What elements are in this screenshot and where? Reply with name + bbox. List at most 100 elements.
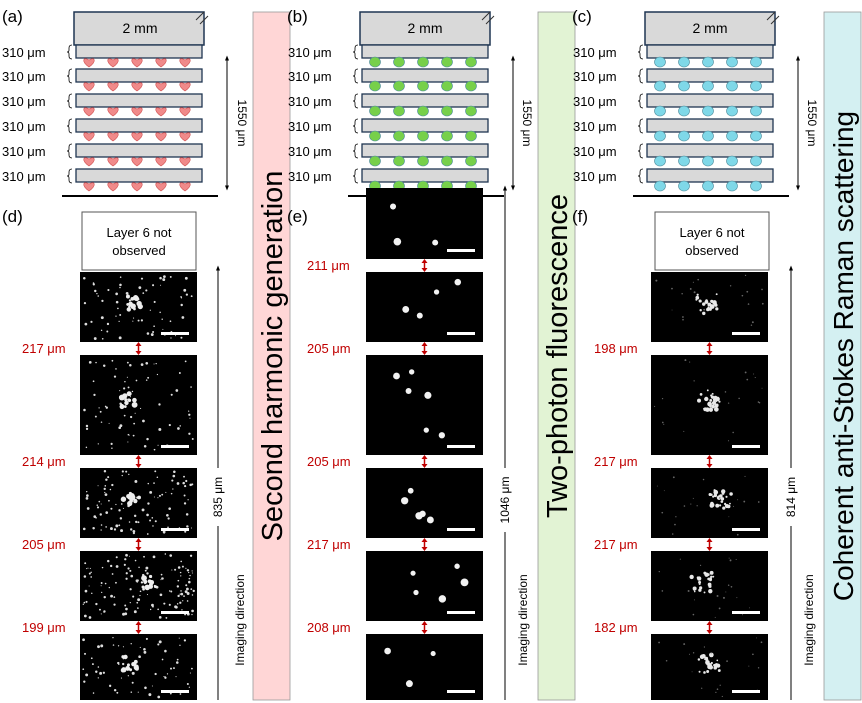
speckle (115, 565, 119, 568)
thickness-label: 310 μm (573, 144, 617, 159)
microscopy-image (366, 272, 483, 342)
speckle (140, 363, 144, 366)
brace (637, 118, 644, 134)
speckle (119, 424, 123, 428)
speckle (92, 282, 95, 284)
cell-marker-heart (83, 182, 95, 192)
scale-bar (732, 332, 760, 335)
distance-arrowhead (421, 547, 428, 551)
speckle (111, 573, 114, 575)
scale-bar (732, 690, 760, 693)
missing-layer-text: observed (112, 243, 165, 258)
scale-bar (447, 611, 475, 614)
speckle (131, 671, 135, 675)
speckle (132, 595, 135, 598)
thickness-label: 310 μm (2, 169, 46, 184)
cell-marker-dot (726, 80, 738, 92)
cell-marker-heart (131, 107, 143, 117)
speckle (149, 519, 152, 522)
cell-cluster (121, 667, 126, 672)
speckle (760, 641, 763, 644)
speckle (125, 607, 128, 611)
speckle (170, 590, 173, 593)
speckle (172, 488, 174, 490)
cell-cluster (689, 574, 694, 580)
speckle (684, 359, 687, 362)
speckle (149, 309, 151, 311)
speckle (190, 295, 193, 298)
cell-cluster (703, 591, 706, 594)
speckle (118, 524, 121, 527)
speckle (692, 281, 694, 283)
speckle (164, 553, 167, 555)
cell-cluster (128, 491, 132, 495)
speckle (99, 513, 102, 516)
speckle (93, 337, 97, 340)
speckle (729, 559, 732, 562)
speckle (746, 378, 749, 381)
speckle (146, 533, 149, 535)
speckle (115, 503, 117, 506)
distance-arrowhead (135, 630, 142, 634)
speckle (146, 513, 149, 517)
imaging-span-arrow: 814 μm Imaging direction (783, 265, 816, 700)
speckle (761, 302, 764, 305)
brace (637, 68, 644, 84)
speckle (103, 487, 106, 491)
cell-marker-heart (83, 58, 95, 68)
speckle (118, 509, 121, 512)
cell-marker-heart (131, 132, 143, 142)
cell-cluster (713, 493, 718, 498)
cell-cluster (726, 504, 731, 509)
cell-cluster (148, 574, 153, 579)
cell-cluster (693, 589, 696, 591)
microscopy-image (80, 468, 197, 538)
speckle (119, 390, 121, 392)
speckle (123, 387, 126, 390)
speckle (115, 581, 117, 584)
speckle (129, 588, 132, 591)
speckle (118, 663, 120, 666)
scale-bar (161, 445, 189, 448)
speckle (127, 433, 130, 436)
missing-layer-text: Layer 6 not (106, 225, 171, 240)
speckle (119, 283, 122, 287)
speckle (118, 426, 122, 430)
speckle (100, 421, 103, 423)
speckle (188, 580, 191, 584)
layer-slab (646, 44, 774, 59)
layer-slab (75, 44, 203, 59)
cell-cluster (695, 298, 698, 301)
cell-cluster (118, 395, 123, 400)
speckle (127, 567, 130, 570)
cell-cluster (708, 588, 713, 594)
speckle (109, 488, 112, 491)
speckle (180, 592, 184, 596)
modality-label: Second harmonic generation (257, 171, 289, 542)
speckle (185, 567, 187, 569)
layer-slab (361, 143, 489, 158)
speckle (113, 375, 117, 378)
speckle (159, 593, 163, 597)
thickness-label: 310 μm (2, 45, 46, 60)
speckle (177, 595, 180, 598)
speckle (714, 616, 716, 618)
speckle (132, 530, 136, 533)
scale-bar (161, 690, 189, 693)
speckle (761, 288, 763, 291)
speckle (89, 361, 92, 364)
speckle (105, 406, 108, 409)
cell-cluster (704, 396, 709, 402)
speckle (129, 569, 132, 572)
cell-marker-dot (465, 105, 477, 117)
speckle (180, 303, 183, 307)
speckle (97, 645, 100, 649)
speckle (105, 511, 109, 514)
cell-cluster (715, 293, 718, 296)
break-mark (766, 11, 780, 25)
speckle (174, 568, 177, 571)
speckle (176, 661, 179, 664)
layer-slab (361, 93, 489, 108)
cell-marker-heart (83, 82, 95, 92)
speckle (186, 587, 189, 591)
